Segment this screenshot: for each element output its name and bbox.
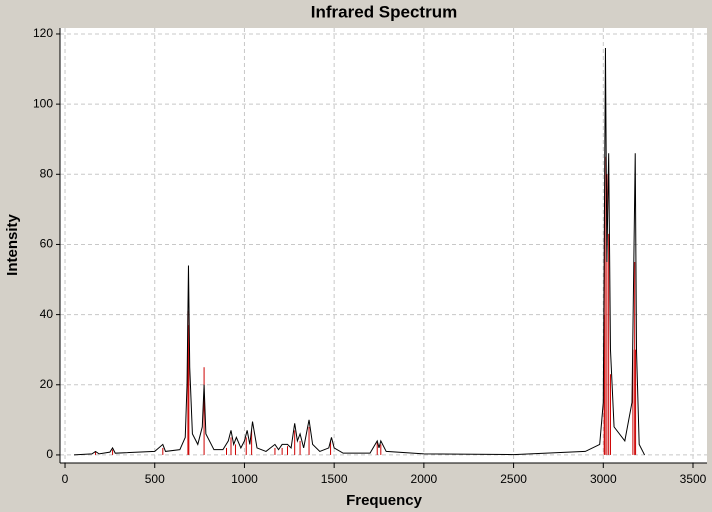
- plot-layer: [60, 28, 707, 463]
- x-tick-label: 1500: [321, 472, 348, 486]
- x-tick-label: 3000: [590, 472, 617, 486]
- chart-title: Infrared Spectrum: [311, 2, 457, 21]
- y-tick-label: 80: [40, 166, 54, 180]
- y-tick-label: 0: [46, 447, 53, 461]
- y-tick-label: 100: [33, 96, 53, 110]
- x-tick-label: 500: [145, 472, 165, 486]
- x-tick-label: 2000: [411, 472, 438, 486]
- y-axis-label: Intensity: [4, 214, 21, 276]
- x-tick-label: 2500: [500, 472, 527, 486]
- x-tick-label: 3500: [680, 472, 707, 486]
- spectrum-line: [73, 47, 646, 456]
- plot-area: [60, 28, 707, 463]
- x-tick-label: 0: [62, 472, 69, 486]
- x-axis-label: Frequency: [346, 492, 423, 509]
- y-tick-label: 20: [40, 377, 54, 391]
- x-tick-label: 1000: [231, 472, 258, 486]
- y-tick-label: 40: [40, 307, 54, 321]
- y-tick-label: 60: [40, 237, 54, 251]
- y-tick-label: 120: [33, 26, 53, 40]
